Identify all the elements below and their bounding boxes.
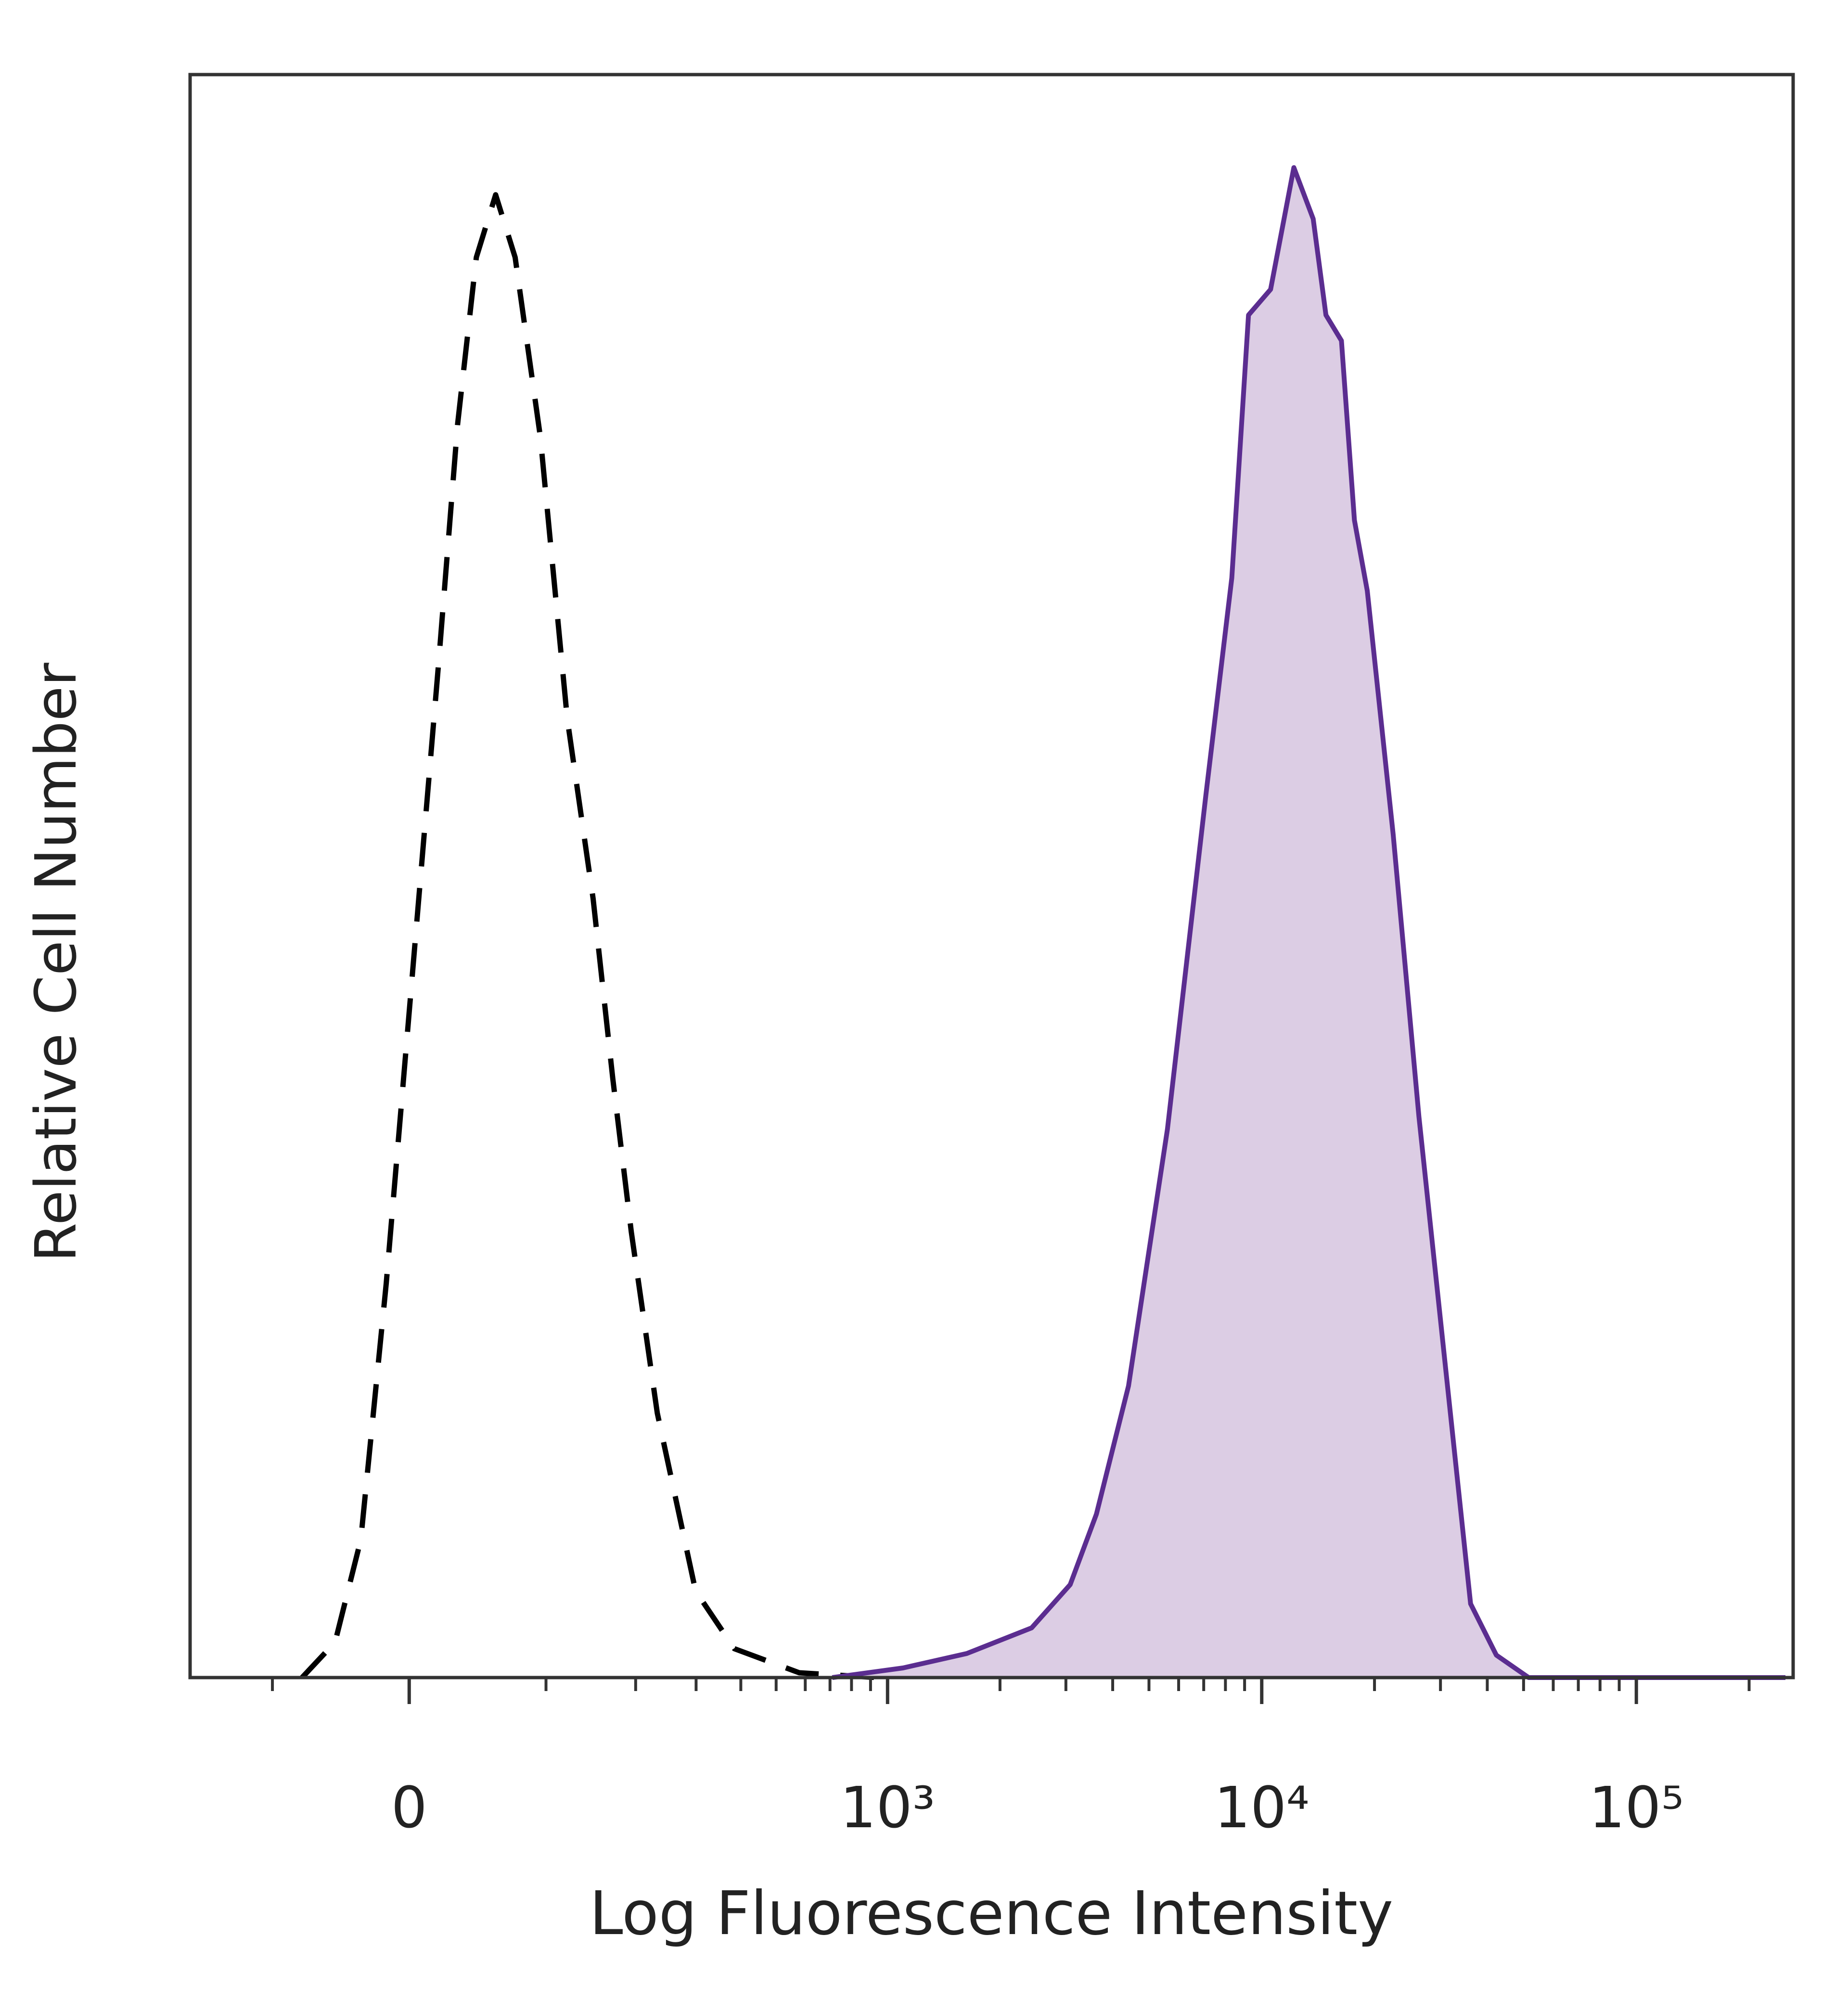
area (832, 167, 1785, 1678)
line (300, 192, 877, 1680)
x-tick-label: 10³ (840, 1774, 935, 1841)
y-axis-label: Relative Cell Number (23, 663, 89, 1262)
line (832, 165, 1785, 1680)
x-tick-label: 10⁴ (1214, 1774, 1309, 1841)
x-tick-label: 0 (391, 1774, 427, 1841)
plot-frame (188, 73, 1795, 1679)
x-tick-label: 10⁵ (1589, 1774, 1683, 1841)
x-axis-label: Log Fluorescence Intensity (590, 1879, 1393, 1949)
